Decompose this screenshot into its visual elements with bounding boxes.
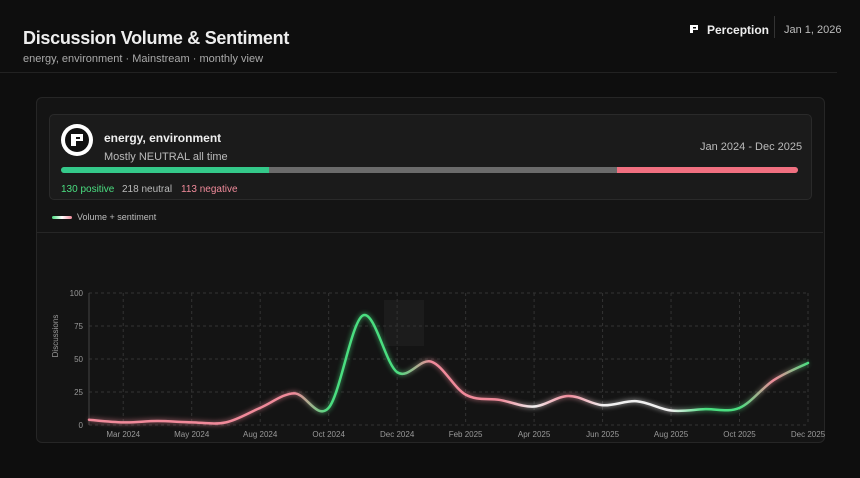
summary-card	[49, 114, 812, 200]
x-tick-label: Dec 2024	[380, 430, 415, 439]
x-tick-label: Oct 2025	[723, 430, 756, 439]
rule	[0, 72, 837, 73]
sentiment-segment	[61, 167, 269, 173]
page-subtitle: energy, environment · Mainstream · month…	[23, 53, 264, 65]
x-tick-label: Oct 2024	[312, 430, 345, 439]
x-tick-label: Aug 2024	[243, 430, 278, 439]
line	[87, 314, 810, 425]
legend-label: Volume + sentiment	[77, 212, 157, 222]
verdict: Mostly NEUTRAL all time	[104, 151, 228, 163]
date: Jan 1, 2026	[784, 24, 842, 36]
x-tick-label: Jun 2025	[586, 430, 619, 439]
page-title: Discussion Volume & Sentiment	[23, 28, 290, 48]
divider	[774, 16, 775, 38]
brand-icon	[690, 25, 698, 33]
x-tick-label: Mar 2024	[106, 430, 140, 439]
negative-count: 113 negative	[181, 184, 238, 195]
topic: energy, environment	[104, 131, 222, 145]
y-axis-label: Discussions	[51, 315, 60, 358]
y-tick-label: 50	[74, 355, 83, 364]
topic-avatar	[61, 124, 93, 156]
y-tick-label: 75	[74, 322, 83, 331]
neutral-count: 218 neutral	[122, 184, 173, 195]
positive-count: 130 positive	[61, 184, 115, 195]
watermark	[384, 300, 424, 346]
sentiment-segment	[268, 167, 618, 173]
y-tick-label: 100	[70, 289, 84, 298]
sentiment-bar	[61, 167, 798, 173]
y-tick-label: 0	[79, 421, 84, 430]
sentiment-segment	[617, 167, 798, 173]
x-tick-label: Dec 2025	[791, 430, 826, 439]
x-tick-label: Apr 2025	[518, 430, 551, 439]
rule	[37, 232, 823, 233]
y-tick-label: 25	[74, 388, 83, 397]
brand[interactable]: Perception	[707, 23, 770, 37]
x-tick-label: May 2024	[174, 430, 210, 439]
x-tick-label: Feb 2025	[449, 430, 483, 439]
line-glow	[88, 313, 809, 426]
date-range: Jan 2024 - Dec 2025	[700, 141, 803, 153]
x-tick-label: Aug 2025	[654, 430, 689, 439]
legend-swatch	[52, 216, 72, 219]
